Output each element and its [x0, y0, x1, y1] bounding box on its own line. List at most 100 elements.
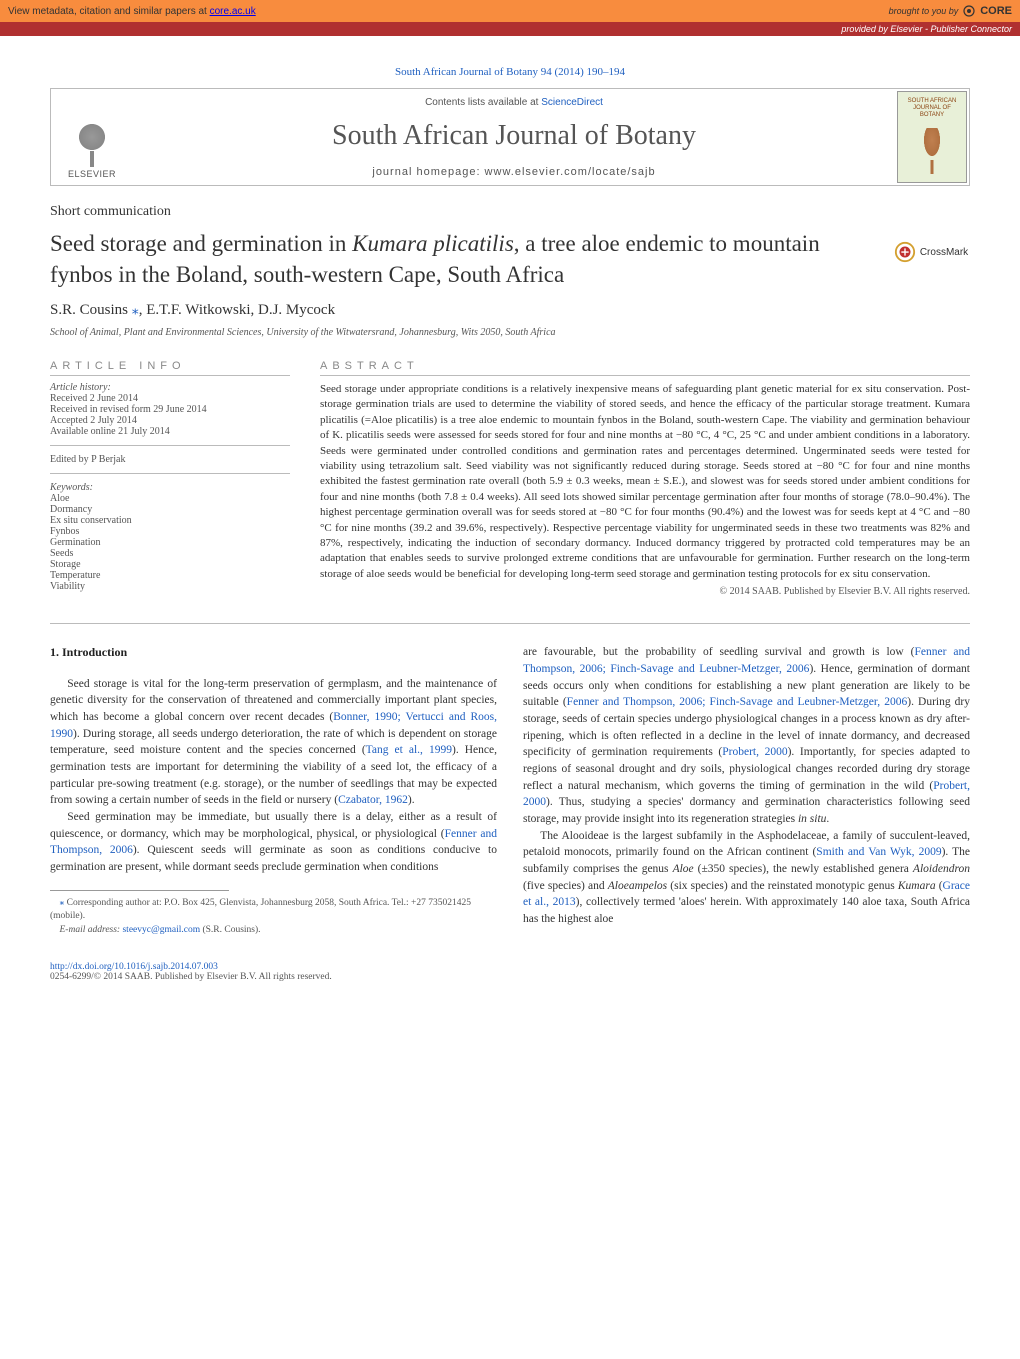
genus-aloeampelos: Aloeampelos	[608, 880, 667, 892]
provider-banner: provided by Elsevier - Publisher Connect…	[0, 22, 1020, 36]
footnote-text: Corresponding author at: P.O. Box 425, G…	[50, 898, 471, 922]
ref-link[interactable]: Czabator, 1962	[338, 794, 408, 806]
footer-copyright: 0254-6299/© 2014 SAAB. Published by Else…	[50, 972, 332, 982]
authors-rest: , E.T.F. Witkowski, D.J. Mycock	[139, 302, 335, 318]
p2-text-a: Seed germination may be immediate, but u…	[50, 811, 497, 840]
email-label: E-mail address:	[60, 925, 123, 935]
brought-by: brought to you by CORE	[889, 4, 1012, 18]
abstract-copyright: © 2014 SAAB. Published by Elsevier B.V. …	[320, 586, 970, 597]
title-row: Seed storage and germination in Kumara p…	[50, 228, 970, 290]
core-icon	[962, 4, 976, 18]
meta-divider-1	[50, 445, 290, 446]
keyword: Seeds	[50, 548, 290, 559]
c2p2-c: (±350 species), the newly established ge…	[694, 863, 913, 875]
page-footer: http://dx.doi.org/10.1016/j.sajb.2014.07…	[50, 962, 970, 982]
journal-homepage: journal homepage: www.elsevier.com/locat…	[131, 166, 897, 178]
right-column: are favourable, but the probability of s…	[523, 644, 970, 938]
core-banner: View metadata, citation and similar pape…	[0, 0, 1020, 22]
cover-tree-icon	[918, 128, 946, 168]
contents-prefix: Contents lists available at	[425, 97, 541, 108]
elsevier-label: ELSEVIER	[68, 169, 116, 179]
keyword: Ex situ conservation	[50, 515, 290, 526]
crossmark-badge[interactable]: CrossMark	[892, 228, 970, 276]
introduction-head: 1. Introduction	[50, 644, 497, 661]
in-situ: in situ	[798, 813, 826, 825]
article-info-head: ARTICLE INFO	[50, 360, 290, 376]
genus-aloidendron: Aloidendron	[913, 863, 970, 875]
title-species: Kumara plicatilis	[352, 231, 514, 256]
authors: S.R. Cousins ⁎, E.T.F. Witkowski, D.J. M…	[50, 302, 970, 319]
author-first: S.R. Cousins	[50, 302, 132, 318]
article-type: Short communication	[50, 204, 970, 220]
keyword: Germination	[50, 537, 290, 548]
corresponding-star: ⁎	[132, 303, 139, 318]
col2-p1: are favourable, but the probability of s…	[523, 644, 970, 827]
core-logo: CORE	[980, 5, 1012, 17]
abstract-text: Seed storage under appropriate condition…	[320, 382, 970, 582]
genus-aloe: Aloe	[673, 863, 694, 875]
metadata-link-text: View metadata, citation and similar pape…	[8, 6, 256, 17]
journal-header-box: ELSEVIER Contents lists available at Sci…	[50, 88, 970, 186]
history-head: Article history:	[50, 382, 290, 393]
footnote-rule	[50, 890, 229, 891]
email-link[interactable]: steevyc@gmail.com	[122, 925, 200, 935]
header-center: Contents lists available at ScienceDirec…	[131, 97, 897, 178]
keyword: Aloe	[50, 493, 290, 504]
abstract-head: ABSTRACT	[320, 360, 970, 376]
journal-cover-thumb: SOUTH AFRICAN JOURNAL OF BOTANY	[897, 91, 967, 183]
ref-link[interactable]: Tang et al., 1999	[366, 744, 452, 756]
intro-p2: Seed germination may be immediate, but u…	[50, 809, 497, 876]
keyword: Dormancy	[50, 504, 290, 515]
section-divider	[50, 623, 970, 624]
body-columns: 1. Introduction Seed storage is vital fo…	[50, 644, 970, 938]
doi-link[interactable]: http://dx.doi.org/10.1016/j.sajb.2014.07…	[50, 962, 218, 972]
corresponding-footnote: ⁎ Corresponding author at: P.O. Box 425,…	[50, 897, 497, 925]
brought-by-text: brought to you by	[889, 6, 959, 16]
provider-text: provided by Elsevier - Publisher Connect…	[841, 24, 1012, 34]
col2-p2: The Alooideae is the largest subfamily i…	[523, 828, 970, 928]
keyword: Viability	[50, 581, 290, 592]
history-online: Available online 21 July 2014	[50, 426, 290, 437]
affiliation: School of Animal, Plant and Environmenta…	[50, 327, 970, 338]
c2p2-f: (	[936, 880, 943, 892]
left-column: 1. Introduction Seed storage is vital fo…	[50, 644, 497, 938]
genus-kumara: Kumara	[898, 880, 936, 892]
crossmark-label: CrossMark	[920, 247, 968, 258]
c2p1-e: ). Thus, studying a species' dormancy an…	[523, 796, 970, 825]
edited-by: Edited by P Berjak	[50, 454, 290, 465]
crossmark-icon	[894, 241, 916, 263]
ref-link[interactable]: Smith and Van Wyk, 2009	[816, 846, 941, 858]
title-pre: Seed storage and germination in	[50, 231, 352, 256]
article-info-column: ARTICLE INFO Article history: Received 2…	[50, 360, 290, 597]
ref-link[interactable]: Probert, 2000	[722, 746, 787, 758]
cover-title: SOUTH AFRICAN JOURNAL OF BOTANY	[902, 98, 962, 120]
keyword: Temperature	[50, 570, 290, 581]
intro-p1: Seed storage is vital for the long-term …	[50, 676, 497, 809]
core-link[interactable]: core.ac.uk	[210, 6, 256, 17]
elsevier-logo: ELSEVIER	[53, 91, 131, 183]
keyword: Fynbos	[50, 526, 290, 537]
abstract-column: ABSTRACT Seed storage under appropriate …	[320, 360, 970, 597]
c2p2-g: ), collectively termed 'aloes' herein. W…	[523, 896, 970, 925]
meta-divider-2	[50, 473, 290, 474]
history-received: Received 2 June 2014	[50, 393, 290, 404]
article-title: Seed storage and germination in Kumara p…	[50, 228, 876, 290]
keywords-head: Keywords:	[50, 482, 290, 493]
citation-line: South African Journal of Botany 94 (2014…	[50, 66, 970, 78]
p1-text-d: ).	[408, 794, 415, 806]
email-post: (S.R. Cousins).	[200, 925, 260, 935]
keyword: Storage	[50, 559, 290, 570]
ref-link[interactable]: Fenner and Thompson, 2006; Finch-Savage …	[567, 696, 908, 708]
c2p1-a: are favourable, but the probability of s…	[523, 646, 915, 658]
sciencedirect-link[interactable]: ScienceDirect	[541, 97, 603, 108]
contents-line: Contents lists available at ScienceDirec…	[131, 97, 897, 108]
c2p2-e: (six species) and the reinstated monotyp…	[667, 880, 898, 892]
email-footnote: E-mail address: steevyc@gmail.com (S.R. …	[50, 924, 497, 938]
journal-title: South African Journal of Botany	[131, 120, 897, 152]
history-accepted: Accepted 2 July 2014	[50, 415, 290, 426]
meta-abstract-row: ARTICLE INFO Article history: Received 2…	[50, 360, 970, 597]
metadata-prefix: View metadata, citation and similar pape…	[8, 6, 210, 17]
c2p1-f: .	[826, 813, 829, 825]
elsevier-tree-icon	[71, 117, 113, 167]
c2p2-d: (five species) and	[523, 880, 608, 892]
